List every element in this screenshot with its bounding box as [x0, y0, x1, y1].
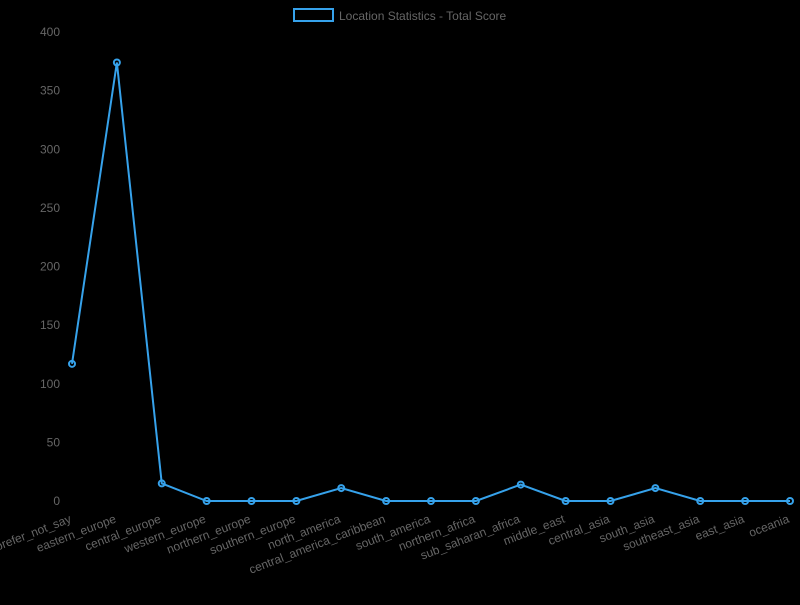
data-point[interactable] [112, 58, 121, 67]
y-axis: 0 50 100 150 200 250 300 350 400 [40, 25, 60, 508]
data-point[interactable] [202, 497, 211, 505]
data-point[interactable] [427, 497, 435, 505]
y-tick-label: 350 [40, 84, 60, 98]
data-point[interactable] [471, 497, 480, 505]
data-point[interactable] [651, 484, 660, 493]
data-point[interactable] [606, 497, 615, 505]
data-point[interactable] [786, 497, 794, 505]
data-point[interactable] [382, 497, 391, 505]
data-point[interactable] [292, 497, 301, 505]
y-tick-label: 200 [40, 260, 60, 274]
legend-label: Location Statistics - Total Score [339, 9, 507, 23]
data-point[interactable] [247, 497, 256, 505]
legend[interactable]: Location Statistics - Total Score [293, 8, 507, 23]
x-tick-label: oceania [747, 512, 792, 540]
y-tick-label: 100 [40, 377, 60, 391]
y-tick-label: 400 [40, 25, 60, 39]
data-point[interactable] [337, 484, 346, 493]
data-point[interactable] [696, 497, 705, 505]
y-tick-label: 150 [40, 318, 60, 332]
x-axis: prefer_not_sayeastern_europecentral_euro… [0, 511, 791, 576]
y-tick-label: 50 [47, 435, 61, 449]
data-point[interactable] [516, 480, 525, 489]
data-point[interactable] [157, 479, 166, 488]
data-point[interactable] [561, 497, 570, 505]
legend-swatch [293, 8, 334, 22]
y-tick-label: 250 [40, 201, 60, 215]
y-tick-label: 300 [40, 142, 60, 156]
series-line [71, 62, 790, 502]
series-group [68, 58, 794, 505]
data-point[interactable] [68, 359, 76, 368]
y-tick-label: 0 [53, 494, 60, 508]
x-tick-label: east_asia [693, 512, 746, 544]
data-point[interactable] [741, 497, 750, 505]
